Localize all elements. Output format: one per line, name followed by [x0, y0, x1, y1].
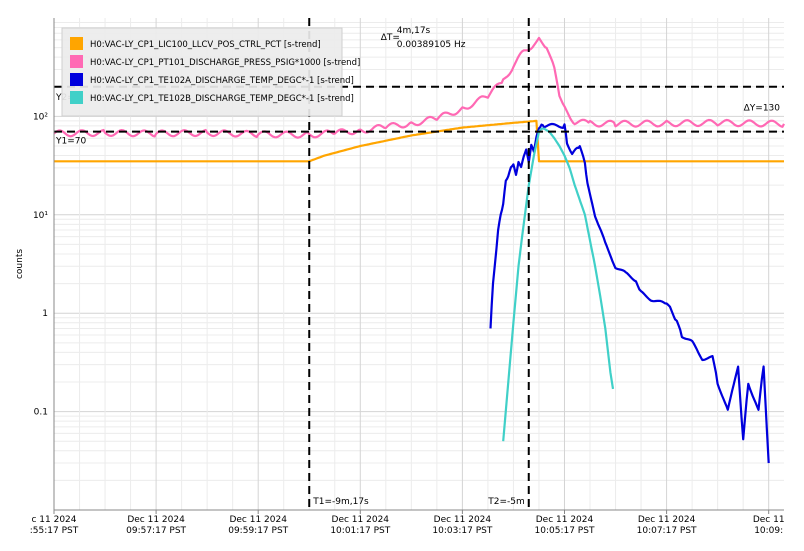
x-tick-label: 10:09: — [754, 526, 783, 536]
x-tick-label: Dec 11 2024 — [434, 515, 492, 525]
delta-t-label: ΔT= — [381, 33, 400, 43]
legend-entry-2[interactable]: H0:VAC-LY_CP1_PT101_DISCHARGE_PRESS_PSIG… — [90, 58, 360, 68]
x-tick-label: Dec 11 2024 — [638, 515, 696, 525]
y-tick-label: 10¹ — [33, 211, 48, 221]
axes: 10² 10¹ 1 0.1 c 11 2024:55:17 PST Dec 11 2024… — [30, 18, 785, 536]
cursor-y1-label: Y1=70 — [55, 137, 86, 147]
legend-swatch[interactable] — [70, 55, 83, 68]
legend-entry-3[interactable]: H0:VAC-LY_CP1_TE102A_DISCHARGE_TEMP_DEGC… — [90, 76, 354, 86]
series-line-4 — [502, 127, 615, 442]
legend-box — [61, 27, 343, 117]
x-tick-label: :55:17 PST — [30, 526, 79, 536]
x-tick-label: Dec 11 2024 — [536, 515, 594, 525]
x-tick-label: Dec 11 — [753, 515, 785, 525]
series-line-3 — [489, 122, 770, 464]
x-tick-label: Dec 11 2024 — [229, 515, 287, 525]
x-tick-label: 09:59:17 PST — [228, 526, 288, 536]
x-tick-label: Dec 11 2024 — [332, 515, 390, 525]
legend-swatch[interactable] — [70, 73, 83, 86]
x-tick-label: 10:05:17 PST — [535, 526, 595, 536]
legend-swatch[interactable] — [70, 37, 83, 50]
legend-swatch[interactable] — [70, 91, 83, 104]
delta-t-value: 4m,17s — [397, 26, 431, 36]
y-tick-label: 10² — [33, 112, 48, 122]
delta-y-label: ΔY=130 — [744, 104, 781, 114]
series-line-2 — [53, 36, 785, 139]
delta-t-frequency: 0.00389105 Hz — [397, 40, 466, 50]
x-tick-label: 10:03:17 PST — [432, 526, 492, 536]
x-tick-label: c 11 2024 — [31, 515, 76, 525]
cursor-t1-label: T1=-9m,17s — [312, 497, 369, 507]
series-line-1 — [54, 119, 784, 163]
series-layer — [53, 36, 785, 464]
legend-entry-1[interactable]: H0:VAC-LY_CP1_LIC100_LLCV_POS_CTRL_PCT [… — [90, 40, 321, 50]
y-tick-label: 0.1 — [34, 408, 48, 418]
grid-lines — [53, 18, 784, 511]
y-axis-label: counts — [15, 249, 25, 279]
legend-entry-4[interactable]: H0:VAC-LY_CP1_TE102B_DISCHARGE_TEMP_DEGC… — [90, 94, 354, 104]
legend[interactable]: H0:VAC-LY_CP1_LIC100_LLCV_POS_CTRL_PCT [… — [61, 27, 360, 117]
x-tick-label: 10:01:17 PST — [330, 526, 390, 536]
cursor-t2-label: T2=-5m — [487, 497, 525, 507]
x-tick-label: 09:57:17 PST — [126, 526, 186, 536]
x-tick-label: 10:07:17 PST — [637, 526, 697, 536]
y-tick-label: 1 — [42, 309, 48, 319]
x-tick-label: Dec 11 2024 — [127, 515, 185, 525]
